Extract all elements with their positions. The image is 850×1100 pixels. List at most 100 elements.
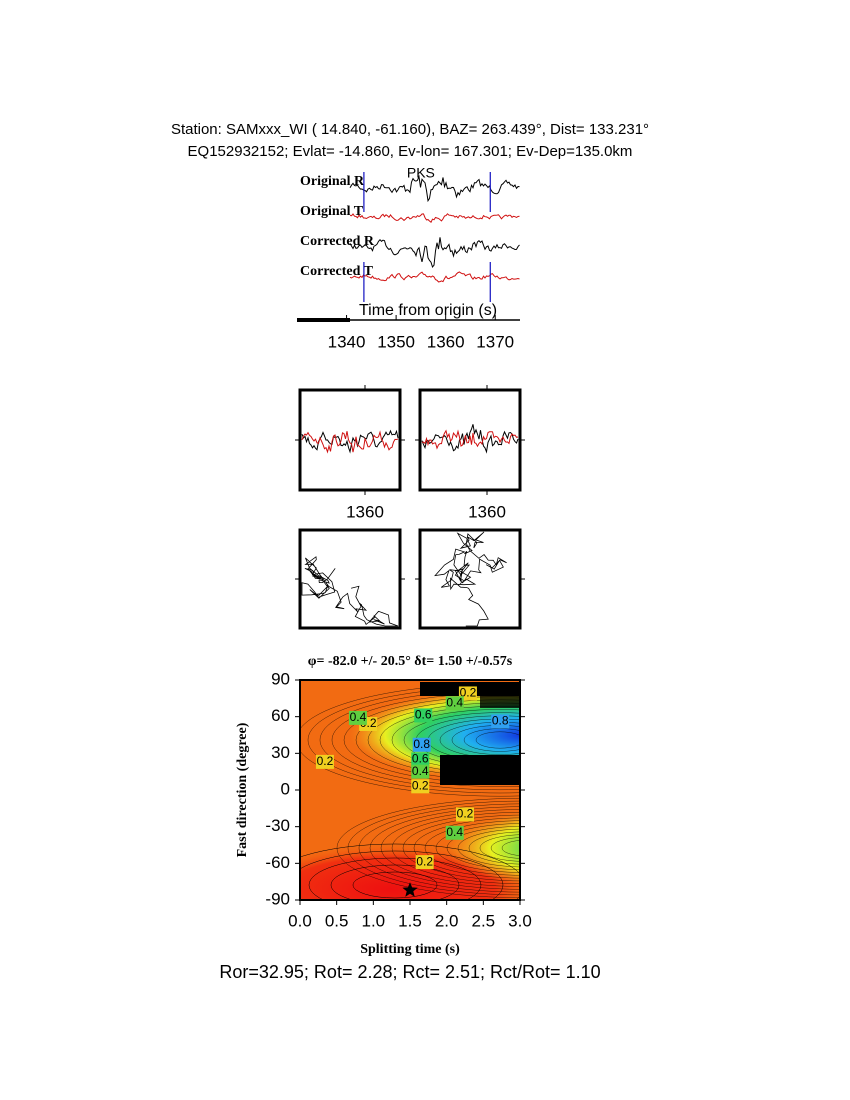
x-tick-label: 1360: [468, 502, 506, 521]
contour-line: [331, 693, 520, 787]
contour-label-box: [445, 825, 464, 840]
x-tick-label: 0.0: [288, 911, 312, 930]
contour-label: 0.6: [412, 752, 429, 766]
x-axis-label: Splitting time (s): [360, 942, 460, 957]
contour-label: 0.4: [446, 825, 463, 839]
contour-label-box: [415, 855, 434, 870]
best-fit-star: [402, 882, 418, 897]
trace-label: Original T: [300, 204, 364, 219]
contour-label: 0.2: [457, 807, 474, 821]
contour-label-box: [412, 737, 431, 752]
contour-line: [379, 705, 520, 775]
contour-line: [403, 712, 520, 768]
contour-line: [435, 823, 520, 873]
x-tick-label: 1.5: [398, 911, 422, 930]
trace: [301, 430, 399, 454]
contour-line: [369, 806, 520, 890]
contour-line: [391, 811, 520, 885]
contour-line: [413, 817, 520, 879]
contour-label-box: [315, 754, 334, 769]
x-tick-label: 1350: [377, 332, 415, 351]
trace: [421, 424, 519, 454]
trace-label: Original R: [300, 174, 365, 189]
contour-line: [424, 820, 520, 876]
contour-line: [446, 825, 520, 871]
x-tick-label: 2.5: [472, 911, 496, 930]
header-line: Station: SAMxxx_WI ( 14.840, -61.160), B…: [171, 121, 649, 138]
contour-label-box: [411, 752, 430, 767]
contour-field: [300, 680, 520, 900]
contour-line: [300, 843, 520, 900]
contour-line: [391, 709, 520, 771]
contour-label: 0.2: [416, 854, 433, 868]
panel-frame: [418, 388, 522, 492]
x-tick-label: 2.0: [435, 911, 459, 930]
particle-motion: [434, 531, 507, 627]
contour-line: [380, 809, 520, 887]
contour-line: [343, 696, 520, 784]
contour-line: [300, 850, 504, 900]
chart-title: φ= -82.0 +/- 20.5° δt= 1.50 +/-0.57s: [308, 654, 513, 669]
y-axis-label: Fast direction (degree): [235, 722, 250, 857]
contour-line: [402, 814, 520, 882]
y-tick-label: -30: [265, 816, 290, 835]
contour-line: [468, 831, 520, 865]
contour-line: [308, 857, 482, 900]
contour-label: 0.6: [415, 708, 432, 722]
contour-line: [463, 728, 520, 752]
contour-label: 0.8: [492, 714, 509, 728]
trace-label: Corrected T: [300, 264, 374, 279]
x-tick-label: 3.0: [508, 911, 532, 930]
y-tick-label: 60: [271, 706, 290, 725]
x-tick-label: 0.5: [325, 911, 349, 930]
contour-line: [330, 864, 460, 900]
contour-label-box: [414, 708, 433, 723]
header-line: EQ152932152; Evlat= -14.860, Ev-lon= 167…: [188, 143, 633, 160]
contour-label-box: [411, 764, 430, 779]
contour-label-box: [445, 696, 464, 711]
contour-label-box: [348, 710, 367, 725]
contour-label: 0.2: [317, 754, 334, 768]
x-axis-label: Time from origin (s): [359, 302, 497, 319]
contour-label: 0.8: [413, 737, 430, 751]
contour-label: 0.4: [446, 695, 463, 709]
contour-label: 0.2: [412, 779, 429, 793]
contour-line: [479, 834, 520, 862]
contour-label: 0.2: [460, 686, 477, 700]
y-tick-label: 30: [271, 743, 290, 762]
particle-motion: [301, 556, 399, 627]
contour-line: [475, 731, 520, 749]
trace-label: Corrected R: [300, 234, 375, 249]
contour-line: [457, 828, 520, 868]
x-tick-label: 1370: [476, 332, 514, 351]
contour-line: [347, 800, 520, 896]
contour-line: [367, 702, 520, 778]
contour-label-box: [456, 807, 474, 822]
y-tick-label: 90: [271, 669, 290, 688]
contour-line: [352, 871, 438, 899]
contour-line: [501, 840, 520, 856]
contour-line: [319, 689, 520, 791]
trace: [349, 213, 520, 223]
contour-label: 0.4: [350, 710, 367, 724]
x-tick-label: 1.0: [362, 911, 386, 930]
y-tick-label: -90: [265, 889, 290, 908]
trace: [421, 429, 519, 450]
contour-line: [300, 683, 520, 797]
annotation: PKS: [407, 165, 435, 181]
trace: [349, 174, 520, 203]
contour-line: [490, 837, 520, 859]
contour-label-box: [491, 714, 510, 729]
field-band: [370, 806, 520, 890]
contour-line: [358, 803, 520, 893]
trace: [349, 271, 520, 283]
x-tick-label: 1360: [427, 332, 465, 351]
contour-line: [307, 686, 520, 794]
contour-line: [355, 699, 520, 781]
y-tick-label: 0: [281, 779, 290, 798]
x-tick-label: 1340: [328, 332, 366, 351]
trace: [349, 237, 520, 269]
y-tick-label: -60: [265, 853, 290, 872]
